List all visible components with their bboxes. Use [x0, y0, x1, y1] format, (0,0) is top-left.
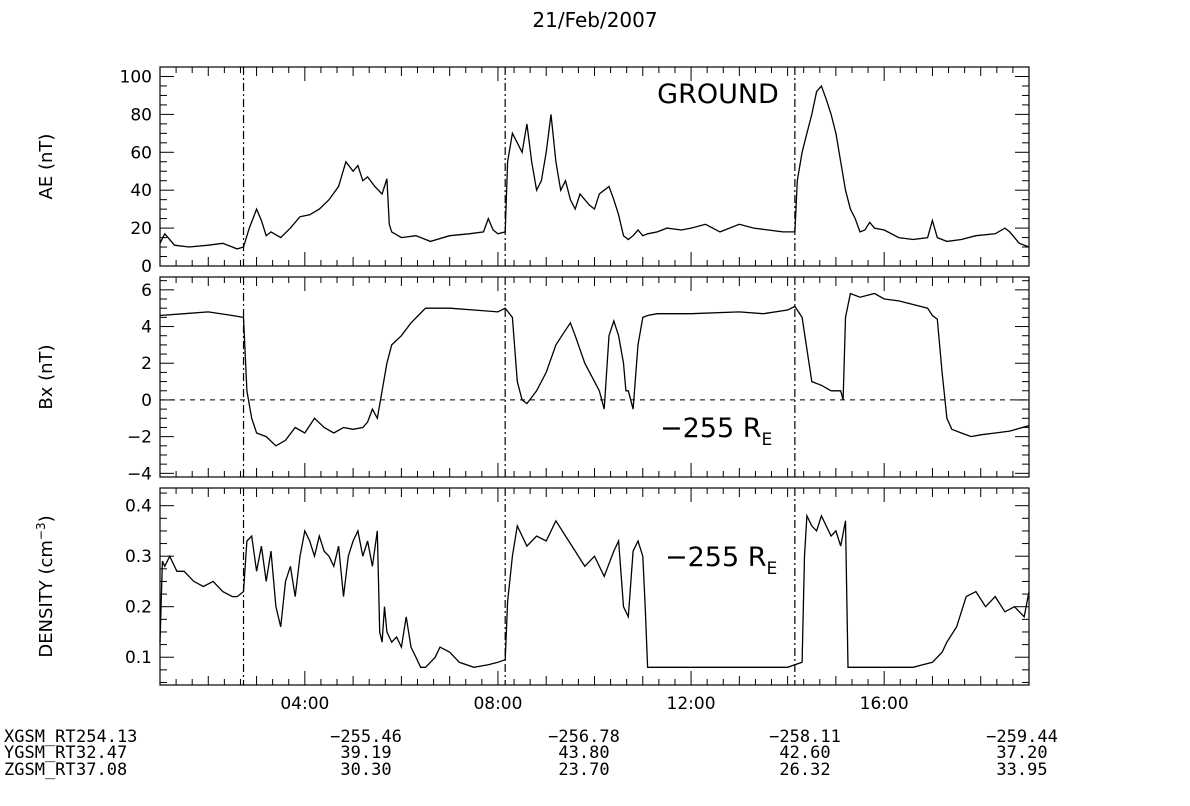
y-tick-label: 0.4: [125, 497, 152, 517]
y-tick-label: 0.2: [125, 598, 152, 618]
orbit-row-value: 33.95: [996, 760, 1047, 780]
y-tick-label: 60: [130, 143, 152, 163]
data-line: [160, 86, 1029, 249]
panel-3: 0.1 0.2 0.3 0.4 DENSITY (cm−3) −255 RE: [34, 488, 1029, 685]
orbit-row-value: 30.30: [340, 760, 391, 780]
y-tick-label: 20: [130, 219, 152, 239]
y-tick-label: 4: [141, 318, 152, 338]
y-axis-label: DENSITY (cm−3): [34, 515, 57, 657]
panel-1: 0 20 40 60 80 100 AE (nT) GROUND: [36, 67, 1029, 277]
x-tick-label: 04:00: [280, 694, 329, 714]
y-tick-label: 0.3: [125, 547, 152, 567]
orbit-row-value: 23.70: [558, 760, 609, 780]
panel-frame: [160, 67, 1029, 266]
y-tick-label: 40: [130, 181, 152, 201]
y-axis-label: AE (nT): [36, 134, 57, 200]
y-tick-label: −4: [127, 464, 152, 484]
y-tick-label: 0.1: [125, 648, 152, 668]
y-tick-label: 0: [141, 257, 152, 277]
orbit-row-value: 37.08: [76, 760, 127, 780]
x-tick-label: 08:00: [473, 694, 522, 714]
data-line: [160, 294, 1029, 446]
panel-annotation: GROUND: [657, 79, 779, 110]
y-tick-label: 6: [141, 281, 152, 301]
y-tick-label: 0: [141, 391, 152, 411]
x-tick-label: 12:00: [667, 694, 716, 714]
x-tick-label: 16:00: [860, 694, 909, 714]
data-line: [160, 516, 1029, 668]
panel-2: −4 −2 0 2 4 6 Bx (nT) −255 RE: [36, 277, 1029, 484]
panel-annotation: −255 RE: [665, 542, 777, 579]
y-tick-label: 80: [130, 105, 152, 125]
y-tick-label: 2: [141, 354, 152, 374]
y-axis-label: Bx (nT): [36, 344, 57, 409]
panel-annotation: −255 RE: [660, 413, 772, 450]
orbit-row-label: ZGSM_RT: [4, 760, 76, 780]
chart-title: 21/Feb/2007: [532, 8, 657, 32]
panel-frame: [160, 277, 1029, 477]
orbit-row-value: 26.32: [779, 760, 830, 780]
y-tick-label: −2: [127, 428, 152, 448]
y-tick-label: 100: [120, 67, 152, 87]
panel-frame: [160, 488, 1029, 685]
